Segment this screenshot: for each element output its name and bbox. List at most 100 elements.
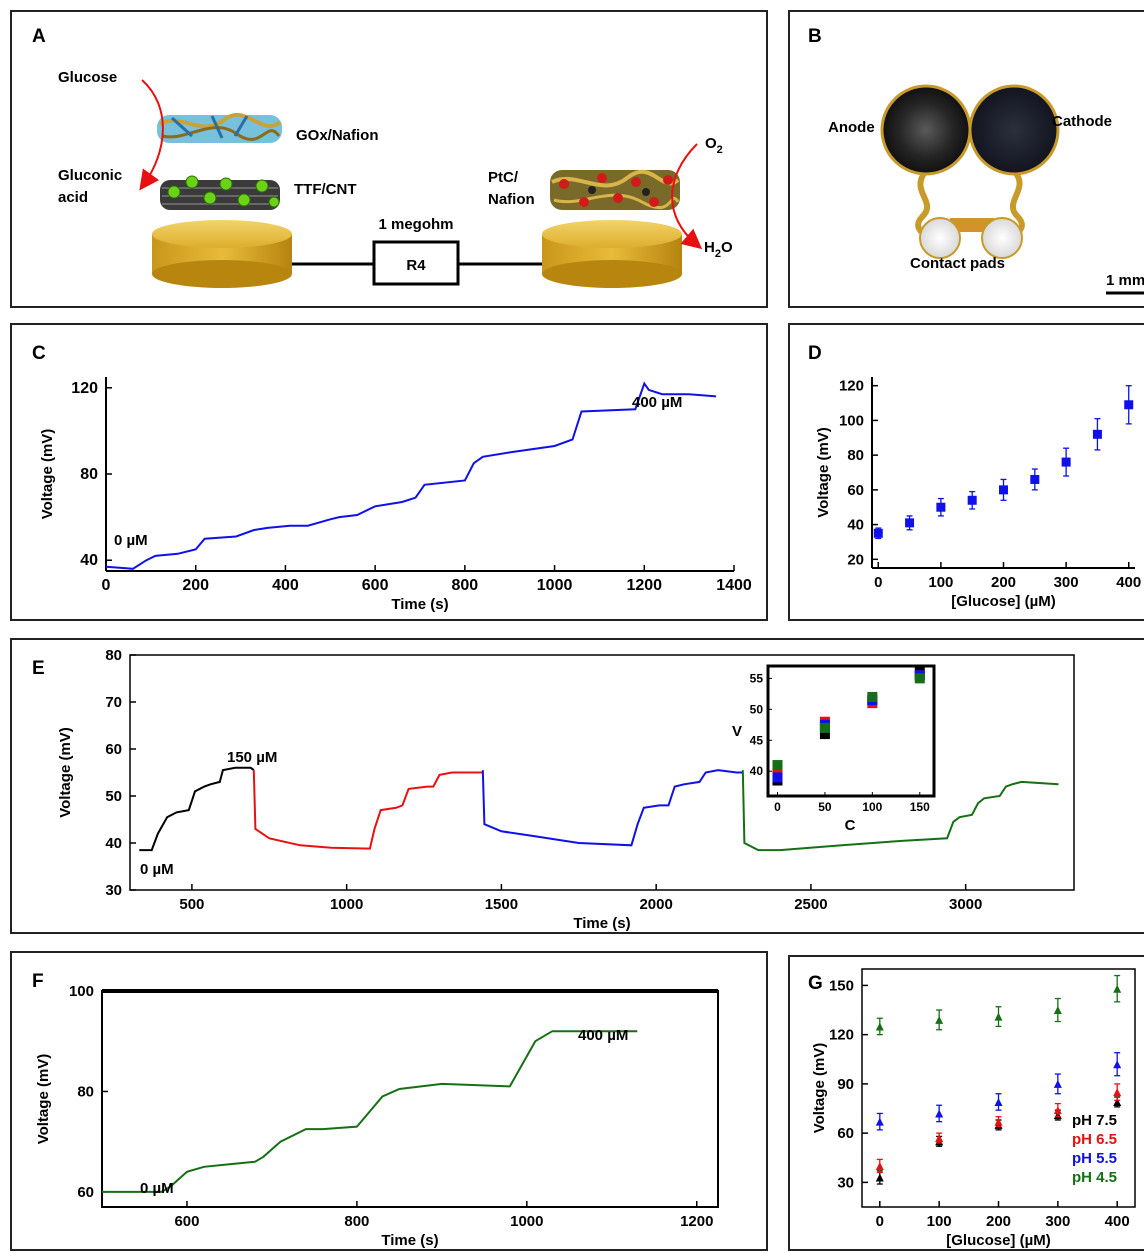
panel-g: G 0 100 200 300 400 30 60 90 120 150 [Glucose] (µM)… (788, 955, 1144, 1251)
x-tick-label: 0 (102, 577, 111, 594)
inset-x-title: C (845, 817, 856, 834)
x-axis-title: Time (s) (381, 1232, 438, 1249)
x-tick-label: 0 (874, 574, 882, 591)
plot-frame (129, 654, 1075, 891)
oxygen-reduction-arrow (671, 143, 703, 250)
panel-b: B Anode Cathode Contact pads 1 mm (788, 10, 1144, 308)
data-point (875, 1117, 884, 1126)
inset-data-point (819, 729, 830, 740)
contact-pad-right (981, 217, 1023, 259)
resistance-label: 1 megohm (378, 216, 453, 233)
x-tick-label: 800 (344, 1213, 369, 1230)
gox-label: GOx/Nafion (296, 127, 379, 144)
data-point (994, 1012, 1003, 1021)
y-tick-label: 50 (105, 788, 122, 805)
y-axis-title: Voltage (mV) (35, 1054, 52, 1145)
y-tick-label: 20 (847, 551, 864, 568)
x-tick-label: 1000 (510, 1213, 543, 1230)
data-point (1053, 1106, 1062, 1115)
panel-c: C 0 200 400 600 800 1000 1200 1400 40 80 120 Time (s… (10, 323, 768, 621)
x-axis-title: Time (s) (391, 596, 448, 613)
annotation-0um: 0 µM (140, 861, 174, 878)
ptc-nafion-layer (550, 169, 680, 210)
y-tick-label: 60 (105, 741, 122, 758)
x-tick-label: 300 (1054, 574, 1079, 591)
gluconic-label-2: acid (58, 189, 88, 206)
anode-electrode (152, 220, 292, 288)
y-axis-title: Voltage (mV) (39, 429, 56, 520)
data-point (1053, 1079, 1062, 1088)
x-tick-label: 1000 (537, 577, 573, 594)
annotation-end: 400 µM (578, 1027, 628, 1044)
ttf-label: TTF/CNT (294, 181, 356, 198)
y-tick-label: 60 (77, 1184, 94, 1201)
data-point (994, 1097, 1003, 1106)
panel-e: E 500 1000 1500 2000 2500 3000 30 40 50 60 70 80 Time… (10, 638, 1144, 934)
inset-y-tick-label: 55 (750, 671, 764, 685)
data-point (967, 495, 977, 505)
x-tick-label: 0 (876, 1213, 884, 1230)
inset-x-tick-label: 150 (910, 800, 930, 814)
chart-c: C 0 200 400 600 800 1000 1200 1400 40 80 120 Time (s… (32, 343, 752, 613)
x-tick-label: 400 (1116, 574, 1141, 591)
panel-f: F 600 800 1000 1200 60 80 100 Time (s) Voltage (m… (10, 951, 768, 1251)
inset-data-point (914, 673, 925, 684)
inset-y-tick-label: 50 (750, 702, 764, 716)
ptc-label-1: PtC/ (488, 169, 519, 186)
legend-entry: pH 4.5 (1072, 1169, 1117, 1186)
x-tick-label: 1000 (330, 896, 363, 913)
data-point (1113, 984, 1122, 993)
y-tick-label: 80 (80, 466, 98, 483)
annotation-end: 400 µM (632, 394, 682, 411)
y-tick-label: 100 (69, 983, 94, 1000)
annotation-start: 0 µM (114, 532, 148, 549)
x-axis-title: Time (s) (573, 915, 630, 932)
series-line (139, 766, 255, 852)
x-tick-label: 1200 (680, 1213, 713, 1230)
x-tick-label: 3000 (949, 896, 982, 913)
y-tick-label: 100 (839, 412, 864, 429)
series-line (481, 769, 743, 847)
y-tick-label: 40 (847, 517, 864, 534)
data-point (1053, 1006, 1062, 1015)
x-axis-title: [Glucose] (µM) (946, 1232, 1050, 1249)
panel-d: D 0 100 200 300 400 20 40 60 80 100 120 [Glucose] (µ… (788, 323, 1144, 621)
data-point (1113, 1060, 1122, 1069)
x-tick-label: 800 (452, 577, 479, 594)
chart-f: F 600 800 1000 1200 60 80 100 Time (s) Voltage (m… (32, 971, 719, 1249)
data-point (935, 1015, 944, 1024)
x-tick-label: 200 (986, 1213, 1011, 1230)
y-tick-label: 70 (105, 694, 122, 711)
gox-nafion-layer (157, 112, 282, 143)
panel-label: G (808, 973, 823, 994)
contact-pads-label: Contact pads (910, 255, 1005, 272)
x-tick-label: 600 (362, 577, 389, 594)
y-tick-label: 30 (837, 1174, 854, 1191)
h2o-label: H2O (704, 239, 733, 260)
x-tick-label: 200 (991, 574, 1016, 591)
panel-a-label: A (32, 26, 46, 47)
data-point (999, 485, 1008, 495)
data-point (935, 1109, 944, 1118)
y-tick-label: 90 (837, 1076, 854, 1093)
panel-label: C (32, 343, 46, 364)
panel-label: E (32, 658, 45, 679)
glucose-label: Glucose (58, 69, 117, 86)
legend-entry: pH 6.5 (1072, 1131, 1117, 1148)
inset-data-point (867, 691, 878, 702)
data-point (875, 1161, 884, 1170)
data-point (1124, 400, 1134, 410)
gluconic-label-1: Gluconic (58, 167, 122, 184)
ttf-cnt-layer (160, 175, 280, 210)
y-tick-label: 120 (839, 378, 864, 395)
chart-d: D 0 100 200 300 400 20 40 60 80 100 120 [Glucose] (µ… (808, 343, 1141, 610)
y-tick-label: 120 (829, 1027, 854, 1044)
y-tick-label: 30 (105, 882, 122, 899)
series-line (102, 1030, 638, 1193)
plot-frame (101, 990, 719, 1208)
inset-data-point (819, 722, 830, 733)
cathode-label: Cathode (1052, 113, 1112, 130)
y-tick-label: 40 (80, 552, 98, 569)
data-point (935, 1134, 944, 1143)
